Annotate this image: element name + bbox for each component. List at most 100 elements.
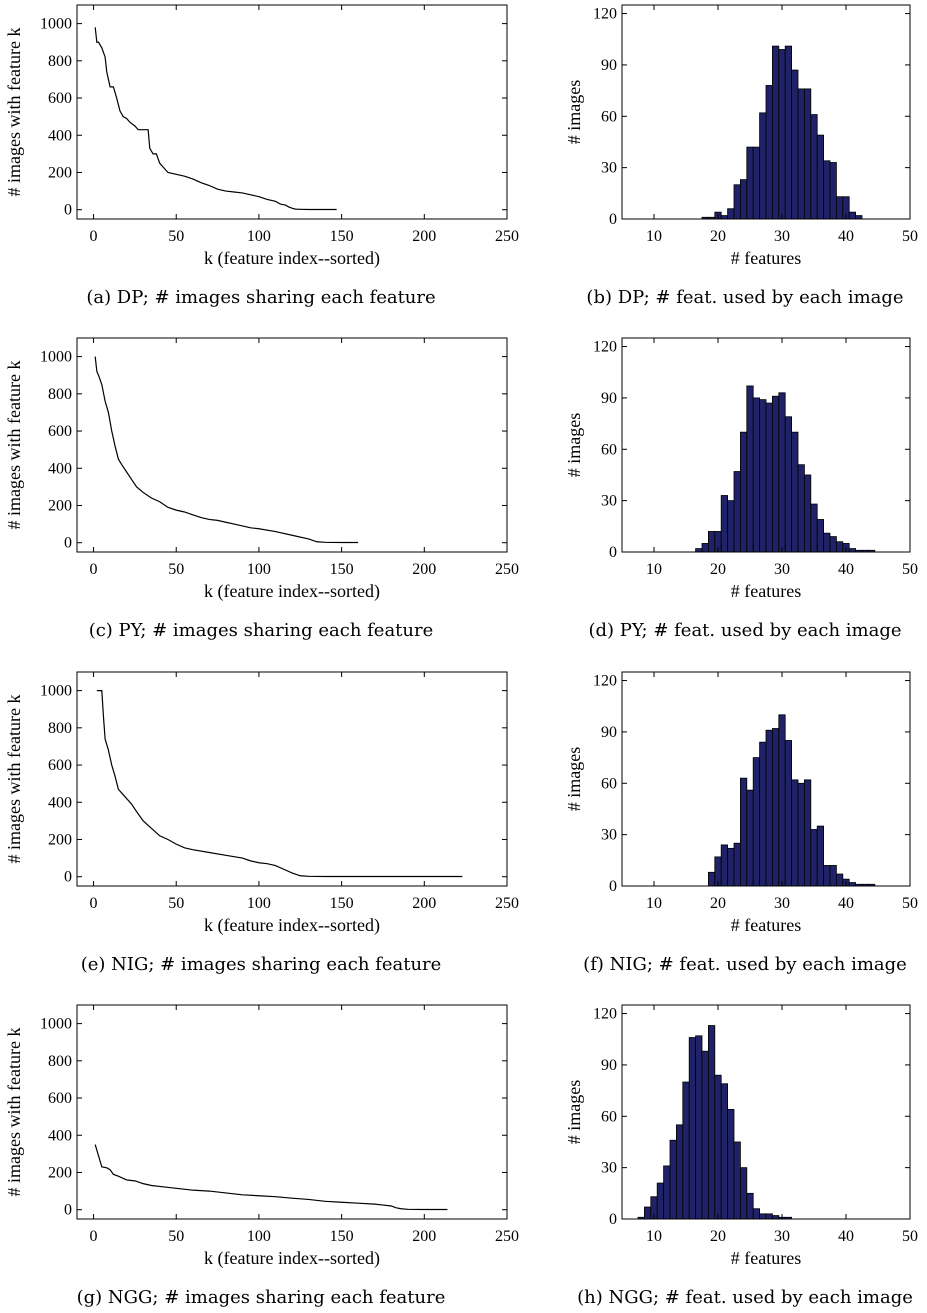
x-tick-label: 20 [710,895,726,912]
histogram-bar [823,160,831,220]
histogram-bar [669,1139,677,1220]
axes-frame [621,337,911,553]
y-tick-label: 90 [601,57,617,74]
x-axis-label: k (feature index--sorted) [204,581,380,602]
y-tick-label: 800 [48,386,72,403]
x-tick-label: 250 [495,228,519,245]
histogram-bar [829,865,837,887]
x-tick-label: 100 [247,1228,271,1245]
histogram-bar [733,842,741,887]
chart-panel-f: 10 20 30 40 50 0 30 60 90 120 # features # images (f… [564,671,918,975]
histogram-bar [727,500,735,553]
y-tick-label: 800 [48,53,72,70]
x-axis-label: # features [731,1248,801,1268]
y-tick-label: 0 [609,878,617,895]
chart-panel-a: 0 50 100 150 200 250 0 200 400 600 800 1000 k (featu… [4,4,519,308]
histogram-bar [682,1081,690,1220]
axes-frame [76,337,508,553]
subfigure-caption: (h) NGG; # feat. used by each image [577,1287,913,1308]
histogram-bar [816,825,825,887]
chart-panel-d: 10 20 30 40 50 0 30 60 90 120 # features # images (d… [564,337,918,641]
y-tick-label: 30 [601,493,617,510]
histogram-bar [804,779,812,887]
y-tick-label: 0 [609,1211,617,1228]
histogram-bar [727,847,735,887]
y-tick-label: 120 [593,1006,617,1023]
histogram-bar [810,114,818,220]
x-tick-label: 200 [412,228,436,245]
chart-panel-h: 10 20 30 40 50 0 30 60 90 120 # features # images (h… [564,1004,918,1308]
histogram-bar [784,416,793,553]
histogram-bar [688,1037,697,1220]
axes-frame [621,671,911,887]
axes-frame [76,4,508,220]
y-tick-label: 90 [601,1057,617,1074]
histogram-bar [836,196,844,220]
histogram-bar [816,134,825,220]
x-tick-label: 100 [247,561,271,578]
y-tick-label: 120 [593,339,617,356]
y-tick-label: 60 [601,108,617,125]
x-tick-label: 20 [710,561,726,578]
y-tick-label: 200 [48,831,72,848]
histogram-bar [746,146,754,220]
x-tick-label: 100 [247,895,271,912]
x-tick-label: 10 [646,895,662,912]
x-tick-label: 50 [168,228,184,245]
axes-frame [621,1004,911,1220]
histogram-bar [740,179,748,220]
histogram-bar [765,1213,773,1220]
histogram-bar [765,85,773,220]
histogram-bar [804,88,812,220]
y-tick-label: 400 [48,127,72,144]
y-tick-label: 60 [601,775,617,792]
x-tick-label: 50 [902,895,918,912]
y-tick-label: 0 [64,869,72,886]
x-tick-label: 30 [774,228,790,245]
y-axis-label: # images with feature k [4,695,24,864]
y-axis-label: # images [564,1080,584,1145]
x-tick-label: 100 [247,228,271,245]
x-tick-label: 150 [330,561,354,578]
axes-frame [76,671,508,887]
histogram-bar [733,1141,741,1220]
chart-panel-b: 10 20 30 40 50 0 30 60 90 120 # features # images (b… [564,4,918,308]
y-tick-label: 60 [601,1108,617,1125]
x-tick-label: 200 [412,561,436,578]
histogram-bar [720,1083,729,1220]
histogram-bar [740,1167,748,1220]
x-tick-label: 40 [838,1228,854,1245]
y-tick-label: 30 [601,1160,617,1177]
x-tick-label: 30 [774,1228,790,1245]
histogram-bar [836,873,844,887]
subfigure-caption: (e) NIG; # images sharing each feature [81,954,442,975]
histogram-bar [752,757,761,887]
x-tick-label: 50 [168,1228,184,1245]
histogram-bar [695,1035,703,1220]
histogram-bar [836,541,844,553]
histogram-bar [772,728,780,887]
series-line [94,356,359,544]
y-axis-label: # images with feature k [4,361,24,530]
histogram-bar [714,1074,722,1220]
histogram-bar [759,741,767,887]
x-tick-label: 0 [90,561,98,578]
x-tick-label: 20 [710,1228,726,1245]
y-tick-label: 600 [48,90,72,107]
y-tick-label: 600 [48,423,72,440]
histogram-bar [784,740,793,887]
y-tick-label: 200 [48,497,72,514]
histogram-bar [746,385,754,553]
histogram-bar [829,536,837,553]
histogram-bar [765,402,773,553]
x-tick-label: 250 [495,895,519,912]
chart-panel-c: 0 50 100 150 200 250 0 200 400 600 800 1000 k (featu… [4,337,519,641]
x-axis-label: k (feature index--sorted) [204,1248,380,1269]
subfigure-caption: (c) PY; # images sharing each feature [89,620,434,641]
y-tick-label: 800 [48,1053,72,1070]
histogram-bar [804,474,812,553]
x-tick-label: 0 [90,1228,98,1245]
histogram-bar [772,45,780,220]
y-tick-label: 30 [601,160,617,177]
